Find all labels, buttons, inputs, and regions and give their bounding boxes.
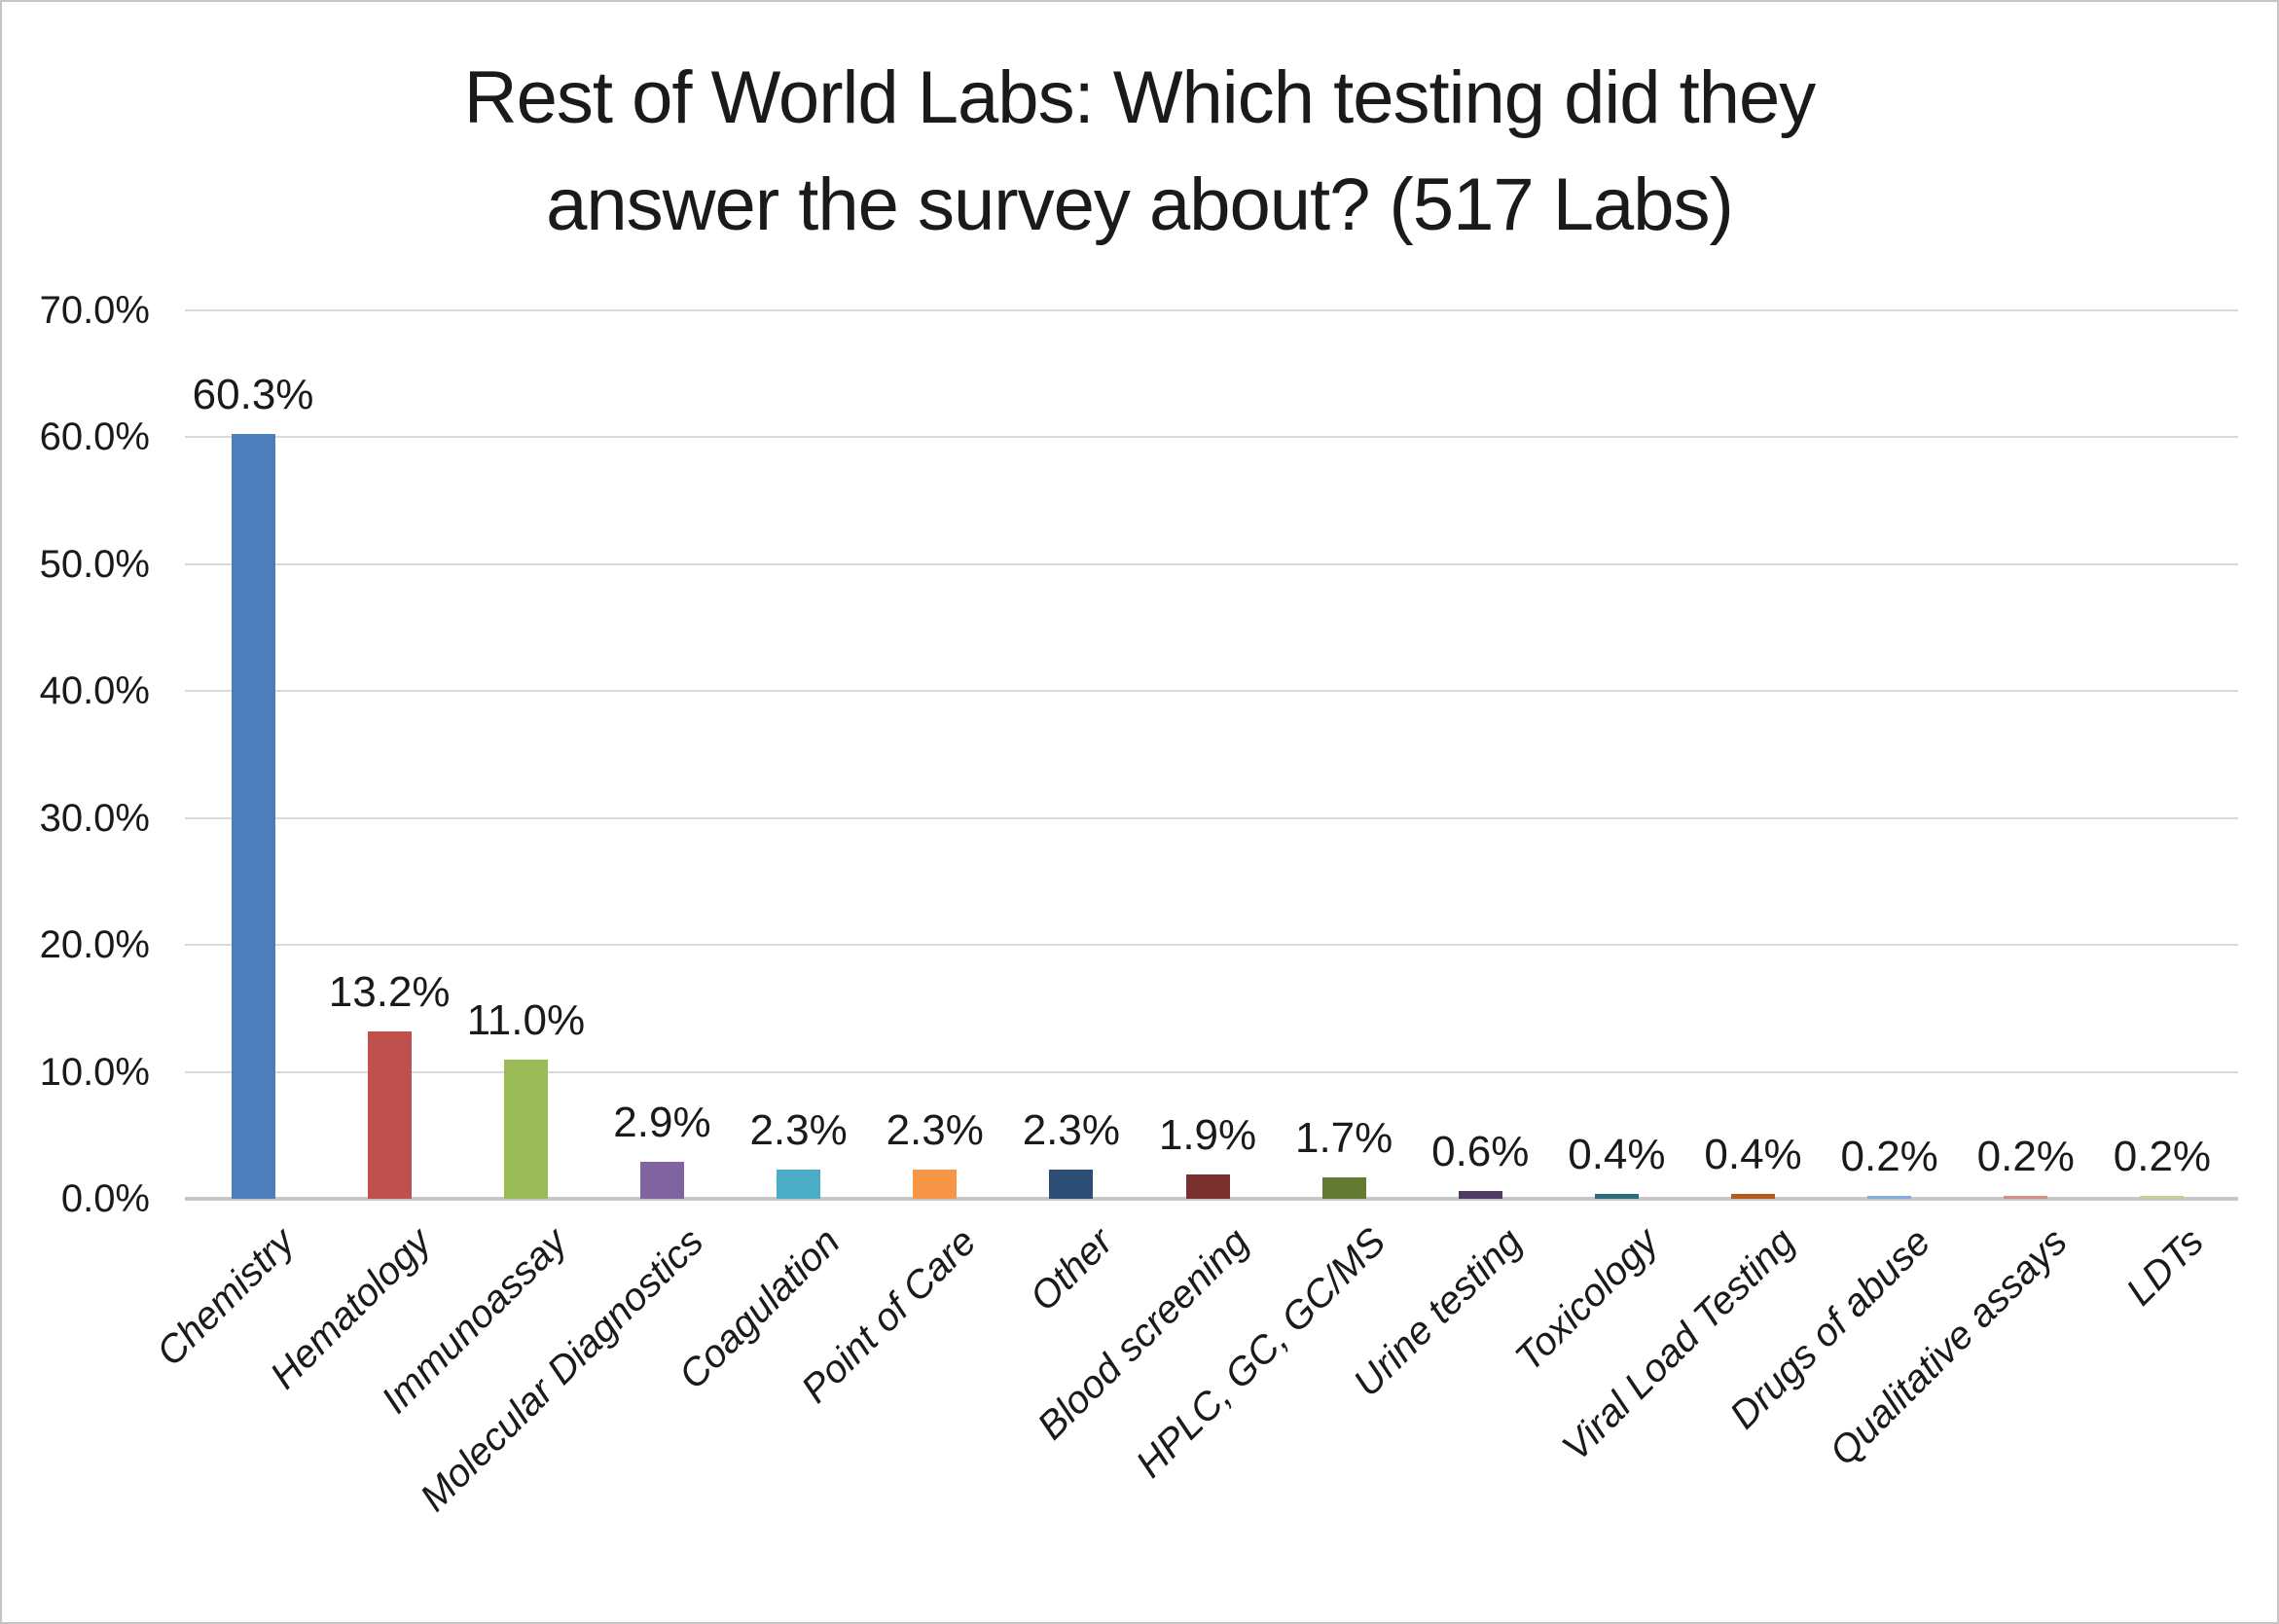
chart-title-line1: Rest of World Labs: Which testing did th… bbox=[463, 56, 1817, 139]
gridline bbox=[185, 1070, 2238, 1073]
bar bbox=[1458, 1191, 1502, 1199]
chart-title: Rest of World Labs: Which testing did th… bbox=[2, 45, 2277, 259]
bar-value-label: 0.4% bbox=[1704, 1131, 1802, 1178]
y-axis-tick-label: 0.0% bbox=[60, 1177, 150, 1220]
x-axis-category-label: Other bbox=[1022, 1220, 1121, 1319]
y-axis-tick-label: 20.0% bbox=[39, 923, 150, 967]
y-axis-tick-label: 70.0% bbox=[39, 289, 150, 332]
bar bbox=[1049, 1170, 1094, 1199]
gridline bbox=[185, 816, 2238, 819]
gridline bbox=[185, 944, 2238, 947]
x-axis-category-label: LDTs bbox=[2117, 1220, 2213, 1315]
bar-value-label: 2.3% bbox=[749, 1106, 848, 1154]
bar-value-label: 0.4% bbox=[1568, 1131, 1666, 1178]
bar bbox=[503, 1060, 548, 1199]
bar bbox=[1321, 1177, 1366, 1199]
bar bbox=[2140, 1196, 2185, 1199]
bar-value-label: 2.3% bbox=[886, 1106, 984, 1154]
bar bbox=[777, 1170, 821, 1199]
bar-value-label: 0.2% bbox=[1840, 1133, 1938, 1180]
x-axis-line bbox=[185, 1197, 2238, 1201]
x-axis-category-label: Viral Load Testing bbox=[1553, 1220, 1803, 1469]
bar bbox=[231, 434, 275, 1199]
chart-title-line2: answer the survey about? (517 Labs) bbox=[546, 163, 1734, 246]
gridline bbox=[185, 562, 2238, 565]
y-axis-tick-label: 30.0% bbox=[39, 796, 150, 840]
x-axis-category-label: Qualitative assays bbox=[1822, 1220, 2076, 1474]
bar bbox=[913, 1170, 958, 1199]
y-axis-tick-label: 40.0% bbox=[39, 669, 150, 713]
bar bbox=[639, 1162, 684, 1199]
bar bbox=[1185, 1174, 1230, 1199]
bar-value-label: 1.9% bbox=[1158, 1111, 1257, 1159]
bar-value-label: 0.6% bbox=[1431, 1128, 1530, 1175]
gridline bbox=[185, 690, 2238, 693]
bar-value-label: 13.2% bbox=[328, 968, 451, 1016]
gridline bbox=[185, 309, 2238, 311]
bar-value-label: 11.0% bbox=[466, 996, 586, 1044]
bar bbox=[2004, 1196, 2048, 1199]
y-axis-tick-label: 60.0% bbox=[39, 415, 150, 459]
bar bbox=[1594, 1194, 1639, 1199]
bar bbox=[1867, 1196, 1912, 1199]
bar bbox=[367, 1031, 412, 1199]
bar-value-label: 2.9% bbox=[613, 1099, 711, 1146]
gridline bbox=[185, 436, 2238, 439]
bar-value-label: 1.7% bbox=[1294, 1114, 1393, 1162]
y-axis-tick-label: 50.0% bbox=[39, 542, 150, 586]
y-axis-tick-label: 10.0% bbox=[39, 1050, 150, 1094]
bar bbox=[1731, 1194, 1776, 1199]
bar-value-label: 2.3% bbox=[1022, 1106, 1120, 1154]
x-axis-category-label: HPLC, GC, GC/MS bbox=[1128, 1220, 1394, 1487]
bar-value-label: 0.2% bbox=[1976, 1133, 2075, 1180]
bar-value-label: 60.3% bbox=[192, 371, 314, 418]
bar-value-label: 0.2% bbox=[2113, 1133, 2212, 1180]
x-axis-category-label: Molecular Diagnostics bbox=[412, 1220, 712, 1520]
